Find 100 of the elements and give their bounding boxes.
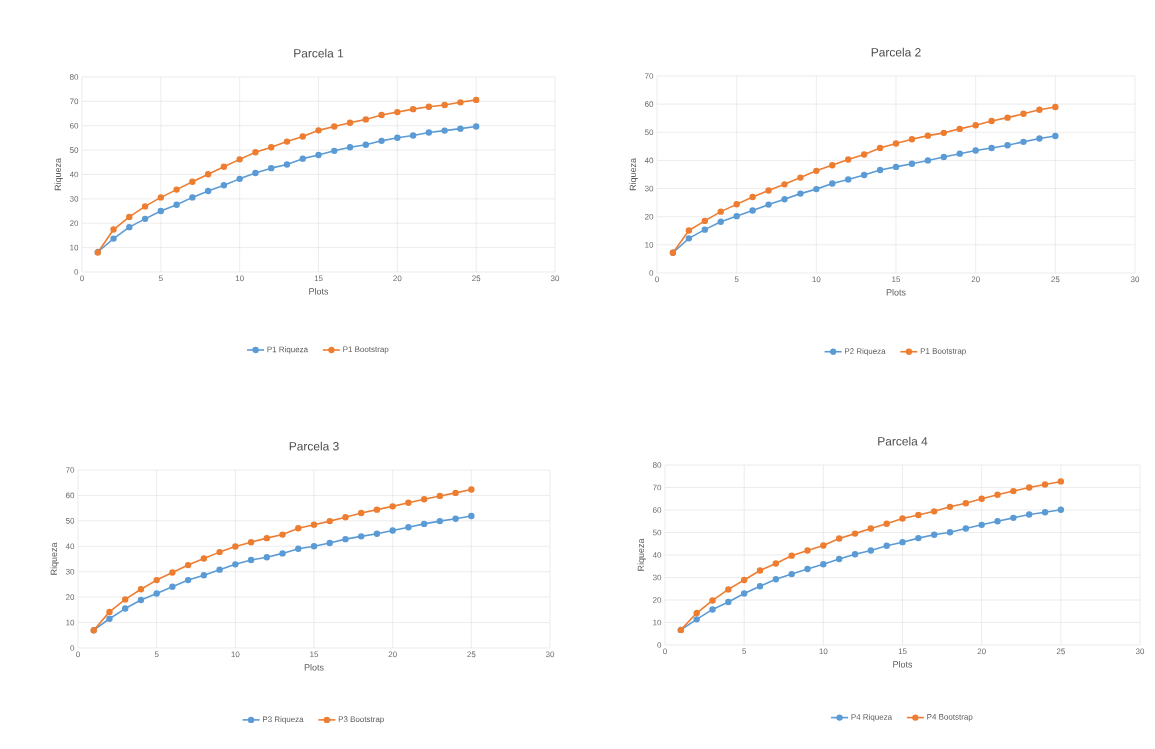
point (457, 125, 464, 132)
point (772, 576, 780, 583)
point (860, 171, 868, 179)
point (358, 533, 365, 540)
point (1057, 478, 1065, 485)
point (157, 207, 165, 215)
point (189, 194, 196, 201)
point (310, 521, 318, 528)
point (405, 499, 412, 506)
point (765, 201, 772, 208)
point (126, 223, 133, 231)
point (409, 132, 417, 139)
point (930, 531, 938, 538)
point (994, 518, 1001, 525)
point (1025, 484, 1033, 491)
point (772, 560, 780, 567)
point (988, 144, 995, 152)
point (268, 164, 275, 172)
point (930, 508, 938, 515)
point (781, 196, 788, 203)
point (184, 561, 192, 569)
point (892, 140, 900, 147)
point (452, 489, 459, 497)
point (315, 151, 322, 159)
point (851, 530, 859, 537)
point (701, 217, 709, 225)
point (122, 596, 129, 603)
point (362, 141, 370, 148)
point (804, 565, 811, 573)
point (820, 542, 827, 549)
point (141, 203, 149, 210)
point (962, 500, 970, 507)
point (472, 123, 480, 130)
point (157, 194, 165, 201)
point (389, 503, 396, 510)
chart-title: Parcela 3 (289, 441, 339, 451)
point (804, 547, 811, 554)
point (1036, 106, 1043, 113)
point (472, 96, 480, 104)
point (867, 547, 875, 554)
point (283, 138, 291, 145)
point (693, 609, 700, 617)
point (717, 208, 724, 215)
point (915, 534, 922, 542)
point (693, 616, 700, 623)
point (110, 235, 117, 242)
point (845, 156, 852, 163)
point (295, 545, 302, 553)
point (820, 561, 827, 568)
point (315, 127, 322, 134)
point (173, 201, 180, 208)
point (420, 520, 428, 528)
point (452, 515, 459, 523)
point (247, 539, 255, 546)
point (420, 496, 428, 503)
point (946, 529, 954, 536)
point (342, 535, 349, 543)
point (468, 486, 475, 493)
point (813, 167, 820, 175)
point (725, 586, 732, 593)
point (972, 122, 979, 129)
point (299, 155, 306, 162)
point (279, 550, 286, 557)
point (346, 143, 354, 151)
point (756, 567, 764, 574)
point (685, 235, 693, 242)
point (883, 542, 890, 549)
point (883, 520, 890, 527)
x-axis-title: Plots (886, 288, 906, 296)
point (924, 157, 932, 164)
point (899, 515, 906, 522)
point (153, 590, 160, 597)
point (709, 606, 716, 613)
point (220, 182, 228, 189)
chart-title: Parcela 2 (871, 47, 921, 57)
point (956, 150, 963, 157)
point (299, 133, 306, 140)
point (263, 554, 271, 561)
point (876, 144, 884, 152)
point (1010, 487, 1017, 495)
point (835, 555, 843, 563)
point (740, 576, 748, 584)
point (733, 212, 740, 220)
point (189, 178, 196, 185)
point (405, 524, 412, 531)
point (733, 201, 740, 208)
point (908, 136, 916, 143)
point (988, 117, 995, 125)
point (200, 555, 208, 562)
point (216, 548, 223, 556)
point (110, 226, 117, 233)
point (153, 576, 160, 584)
point (749, 207, 756, 214)
point (409, 105, 417, 113)
point (141, 215, 149, 223)
point (956, 125, 963, 133)
point (200, 572, 208, 579)
point (378, 137, 385, 145)
point (326, 539, 333, 547)
chart-title: Parcela 4 (878, 436, 928, 446)
